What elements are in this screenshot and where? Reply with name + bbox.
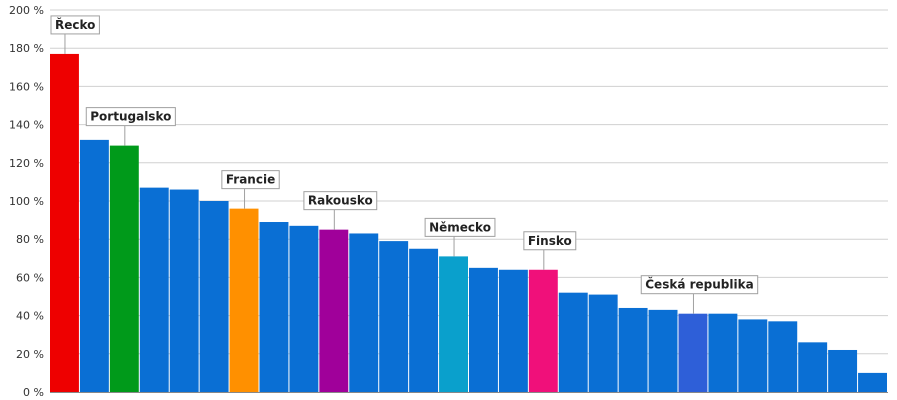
- callout-label: Portugalsko: [90, 110, 171, 124]
- bar: [109, 145, 139, 392]
- callout-label: Finsko: [528, 234, 572, 248]
- y-tick-label: 80 %: [16, 233, 44, 246]
- callout-box: [424, 217, 496, 237]
- callout-box: [221, 170, 280, 190]
- callout: Portugalsko: [85, 107, 176, 146]
- callout-label: Česká republika: [645, 277, 753, 292]
- bar: [199, 201, 229, 392]
- bar: [349, 233, 379, 392]
- y-tick-label: 0 %: [23, 386, 44, 399]
- bar: [768, 321, 798, 392]
- y-tick-label: 160 %: [9, 80, 44, 93]
- callout: Řecko: [50, 15, 100, 54]
- y-tick-label: 200 %: [9, 4, 44, 17]
- bar: [618, 307, 648, 392]
- bar: [289, 225, 319, 392]
- y-tick-label: 120 %: [9, 157, 44, 170]
- bar: [409, 248, 439, 392]
- bar: [379, 241, 409, 392]
- bar: [708, 313, 738, 392]
- bar: [139, 187, 169, 392]
- country-callouts: Řecko Portugalsko Francie Rakousko Německo Fi…: [50, 15, 759, 314]
- bar: [648, 309, 678, 392]
- callout-box: [640, 275, 759, 295]
- y-tick-label: 20 %: [16, 348, 44, 361]
- callout-label: Německo: [429, 220, 491, 234]
- callout-box: [523, 231, 577, 251]
- bar: [169, 189, 199, 392]
- callout-box: [303, 191, 378, 211]
- bar: [558, 292, 588, 392]
- callout-box: [85, 107, 176, 127]
- callout: Německo: [424, 217, 496, 257]
- bar: [439, 256, 468, 392]
- bar: [229, 208, 259, 392]
- bar: [319, 229, 349, 392]
- callout-label: Řecko: [55, 17, 95, 32]
- bar: [858, 372, 887, 392]
- bar: [259, 222, 289, 392]
- callout: Finsko: [523, 231, 577, 270]
- callout-box: [50, 15, 100, 35]
- bar: [79, 139, 109, 392]
- y-tick-label: 140 %: [9, 119, 44, 132]
- bars: [50, 53, 887, 393]
- bar: [498, 269, 528, 392]
- bar: [469, 267, 498, 392]
- callout: Francie: [221, 170, 280, 209]
- callout-label: Rakousko: [308, 194, 373, 208]
- y-tick-label: 60 %: [16, 271, 44, 284]
- y-tick-label: 180 %: [9, 42, 44, 55]
- bar: [50, 53, 79, 393]
- callout: Rakousko: [303, 191, 378, 230]
- callout: Česká republika: [640, 275, 759, 314]
- callout-label: Francie: [226, 173, 275, 187]
- y-axis-tick-labels: 0 % 20 % 40 % 60 % 80 % 100 % 120 % 140 % 160 % 1…: [9, 4, 44, 399]
- y-tick-label: 100 %: [9, 195, 44, 208]
- bar: [678, 313, 708, 392]
- bar: [528, 269, 558, 392]
- bar: [828, 349, 858, 392]
- bar: [738, 319, 768, 392]
- bar: [588, 294, 618, 392]
- y-tick-label: 40 %: [16, 310, 44, 323]
- bar: [798, 342, 828, 392]
